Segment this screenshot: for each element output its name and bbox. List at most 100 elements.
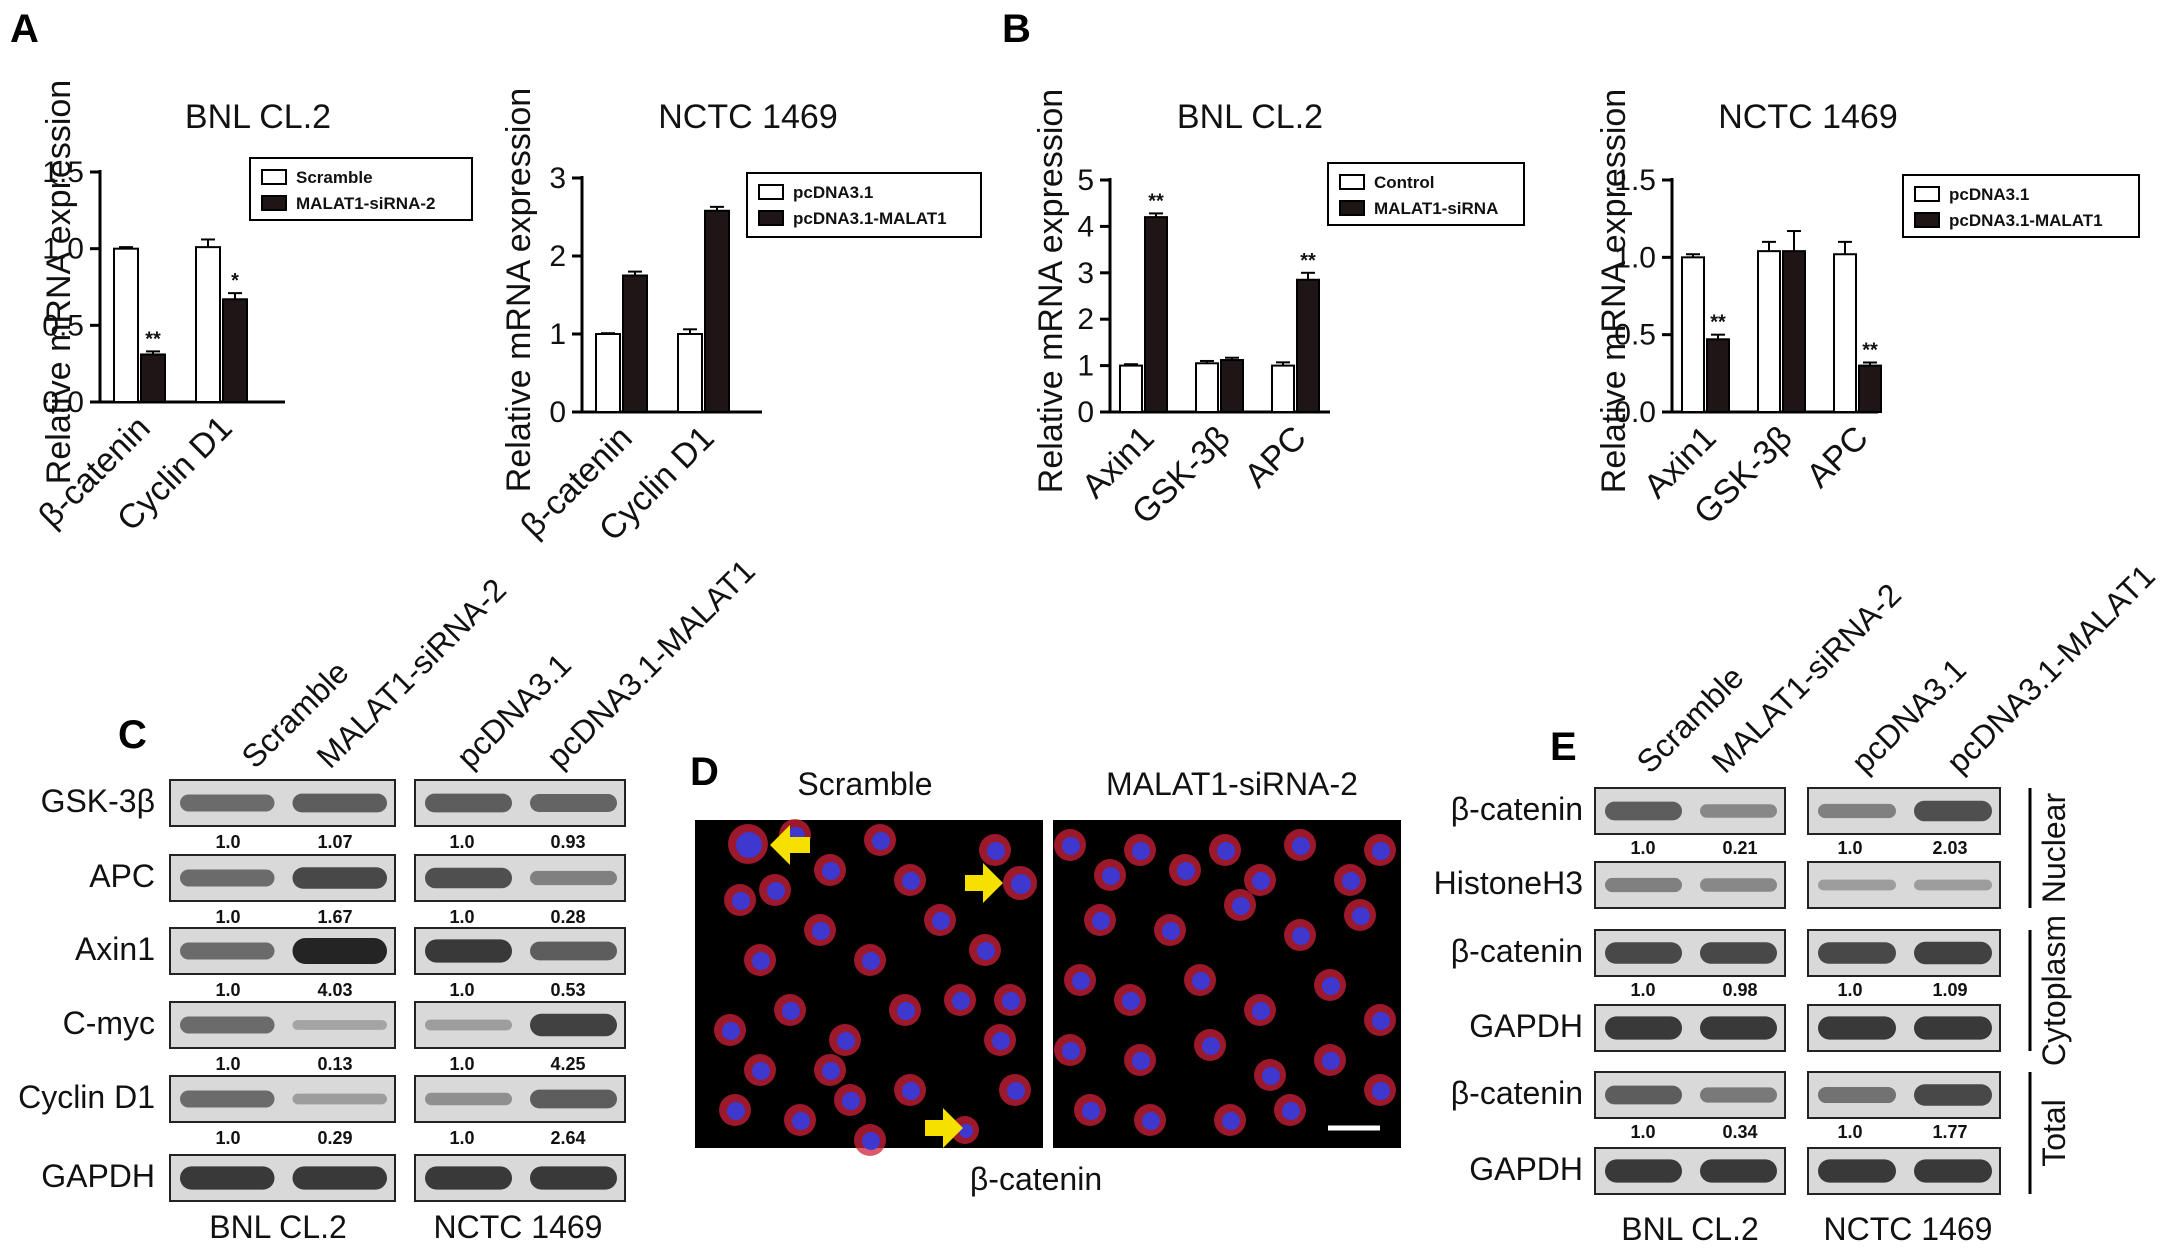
bar-control xyxy=(1681,256,1705,414)
row-label: C-myc xyxy=(63,1005,155,1041)
quant-value: 1.07 xyxy=(317,832,352,852)
quant-value: 1.0 xyxy=(1630,980,1655,1000)
nucleus xyxy=(902,872,920,890)
bar-treatment xyxy=(1706,338,1730,414)
y-tick-label: 0.0 xyxy=(42,386,84,419)
nucleus xyxy=(1162,922,1180,940)
band xyxy=(1700,878,1777,892)
arrow-icon-2 xyxy=(965,863,1003,903)
quant-value: 1.0 xyxy=(215,907,240,927)
quant-value: 1.0 xyxy=(449,1054,474,1074)
nucleus xyxy=(872,832,890,850)
bar-treatment xyxy=(622,274,648,413)
y-tick-label: 0 xyxy=(1077,396,1094,429)
nucleus xyxy=(1062,1042,1080,1060)
nucleus xyxy=(1322,977,1340,995)
panel-label-b: B xyxy=(1002,7,1031,51)
quant-value: 1.0 xyxy=(215,832,240,852)
chart-title: BNL CL.2 xyxy=(1177,98,1323,136)
nucleus xyxy=(782,1002,800,1020)
blot-strip-left xyxy=(1594,861,1786,909)
blot-strip-left xyxy=(169,1001,396,1049)
quant-value: 0.53 xyxy=(550,980,585,1000)
y-tick-label: 1 xyxy=(549,318,566,351)
quant-value: 0.34 xyxy=(1722,1122,1757,1142)
band xyxy=(1818,803,1896,819)
chart-b-bnl: BNL CL.2 Relative mRNA expression 0 1 2 3 4 5 **… xyxy=(1032,89,1525,532)
bar-treatment xyxy=(1144,216,1168,413)
band xyxy=(292,867,387,889)
section-total: Total xyxy=(2036,1099,2072,1167)
arrow-icon-1 xyxy=(770,825,810,865)
panel-label-a: A xyxy=(10,7,39,51)
row-label: GAPDH xyxy=(1469,1008,1583,1044)
legend-label: MALAT1-siRNA-2 xyxy=(296,194,435,213)
legend xyxy=(746,172,982,238)
quant-value: 0.98 xyxy=(1722,980,1757,1000)
bar-treatment xyxy=(140,353,166,404)
nucleus xyxy=(1262,1067,1280,1085)
quant-value: 4.03 xyxy=(317,980,352,1000)
row-label: Cyclin D1 xyxy=(18,1079,155,1115)
image-label-malat1-sirna-2: MALAT1-siRNA-2 xyxy=(1106,766,1358,802)
bar-control xyxy=(195,246,221,403)
quant-value: 0.21 xyxy=(1722,838,1757,858)
row-label: GAPDH xyxy=(41,1158,155,1194)
legend-swatch xyxy=(1914,186,1940,202)
lane-label: pcDNA3.1-MALAT1 xyxy=(1939,557,2161,779)
chart-title: NCTC 1469 xyxy=(658,98,838,136)
y-tick-label: 0.5 xyxy=(42,309,84,342)
band xyxy=(180,1090,275,1108)
band xyxy=(425,1092,512,1106)
band xyxy=(425,1166,512,1190)
nucleus xyxy=(1082,1102,1100,1120)
bar-treatment xyxy=(1782,250,1806,413)
band xyxy=(1818,879,1896,891)
legend-label: Control xyxy=(1374,173,1434,192)
quant-value: 2.03 xyxy=(1932,838,1967,858)
band xyxy=(425,939,512,963)
y-tick-label: 4 xyxy=(1077,210,1094,243)
y-tick-label: 3 xyxy=(549,162,566,195)
quant-value: 1.0 xyxy=(1837,980,1862,1000)
band xyxy=(292,793,387,813)
nucleus xyxy=(1222,1112,1240,1130)
nucleus xyxy=(792,1112,810,1130)
legend-swatch xyxy=(261,195,287,211)
quant-value: 1.0 xyxy=(449,832,474,852)
y-tick-label: 0 xyxy=(549,396,566,429)
y-tick-label: 1.0 xyxy=(42,233,84,266)
y-tick-label: 0.0 xyxy=(1614,396,1656,429)
significance-mark: ** xyxy=(1300,250,1316,272)
cell-line-label: BNL CL.2 xyxy=(209,1209,347,1245)
panel-label-e: E xyxy=(1550,725,1577,769)
quant-value: 0.29 xyxy=(317,1128,352,1148)
y-tick-label: 2 xyxy=(549,240,566,273)
bar-control xyxy=(677,333,703,413)
band xyxy=(1700,1087,1777,1103)
bar-control xyxy=(1757,250,1781,413)
nucleus xyxy=(812,922,830,940)
nucleus xyxy=(992,1032,1010,1050)
bar-control xyxy=(595,333,621,413)
band xyxy=(1700,1016,1777,1040)
nucleus xyxy=(1252,1002,1270,1020)
chart-title: BNL CL.2 xyxy=(185,98,331,136)
nucleus xyxy=(1202,1037,1220,1055)
panel-d-immunofluorescence: Scramble MALAT1-siRNA-2 β-catenin xyxy=(695,766,1401,1197)
cell-line-label: NCTC 1469 xyxy=(1824,1211,1993,1247)
nucleus xyxy=(952,992,970,1010)
bar-treatment xyxy=(1858,364,1882,414)
quant-value: 1.09 xyxy=(1932,980,1967,1000)
quant-value: 1.0 xyxy=(215,1128,240,1148)
section-nuclear: Nuclear xyxy=(2036,793,2072,904)
band xyxy=(1605,801,1682,821)
blot-strip-right xyxy=(1807,861,2001,909)
legend-swatch xyxy=(1339,174,1365,190)
nucleus xyxy=(1292,837,1310,855)
band xyxy=(425,1019,512,1031)
quant-value: 1.77 xyxy=(1932,1122,1967,1142)
nucleus xyxy=(732,892,750,910)
band xyxy=(1700,942,1777,964)
